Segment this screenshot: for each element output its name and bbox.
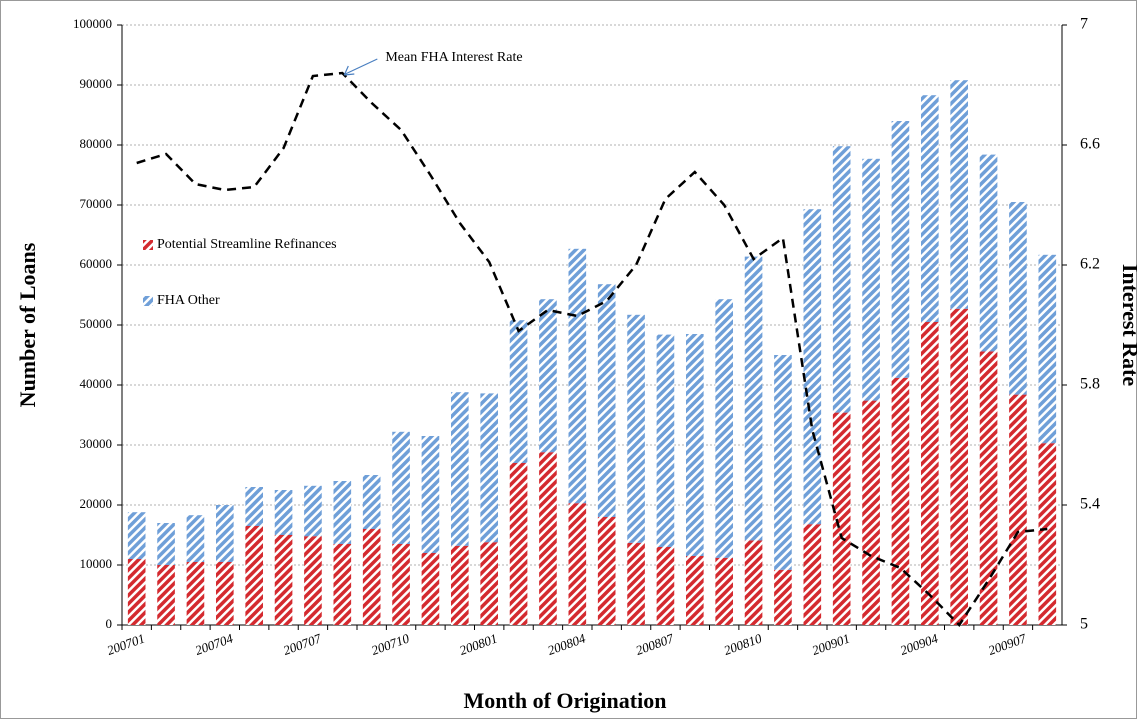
bar-segment bbox=[979, 351, 998, 625]
bar-segment bbox=[774, 569, 792, 625]
bar-segment bbox=[509, 463, 528, 625]
bar-segment bbox=[921, 95, 939, 322]
bar-segment bbox=[274, 535, 293, 625]
bar-segment bbox=[744, 256, 763, 541]
bar-segment bbox=[480, 542, 498, 625]
bar-segment bbox=[245, 526, 263, 625]
bar-segment bbox=[274, 490, 293, 535]
bar-segment bbox=[627, 314, 645, 543]
bar-segment bbox=[1009, 394, 1027, 625]
bar-segment bbox=[950, 308, 968, 625]
legend-swatch bbox=[143, 240, 153, 250]
y-tick-label: 0 bbox=[106, 616, 113, 631]
y-tick-label: 50000 bbox=[80, 316, 113, 331]
y-axis-title: Number of Loans bbox=[15, 242, 40, 407]
y2-tick-label: 6.2 bbox=[1080, 256, 1100, 273]
bar-segment bbox=[803, 209, 822, 525]
y-tick-label: 70000 bbox=[80, 196, 113, 211]
bar-segment bbox=[216, 562, 234, 625]
bar-segment bbox=[480, 393, 498, 543]
y-tick-label: 20000 bbox=[80, 496, 113, 511]
bar-segment bbox=[715, 299, 733, 558]
bar-segment bbox=[715, 557, 733, 625]
bar-segment bbox=[186, 515, 205, 562]
y2-axis-title: Interest Rate bbox=[1118, 264, 1137, 387]
bar-segment bbox=[627, 542, 645, 625]
y-tick-label: 80000 bbox=[80, 136, 113, 151]
bar-segment bbox=[333, 544, 352, 625]
y2-tick-label: 5.8 bbox=[1080, 376, 1100, 393]
annotation-arrow bbox=[345, 58, 378, 75]
bar-segment bbox=[862, 158, 880, 401]
bar-segment bbox=[656, 547, 675, 625]
bar-segment bbox=[362, 475, 381, 529]
y-tick-label: 100000 bbox=[73, 16, 112, 31]
bar-segment bbox=[862, 400, 880, 625]
y-tick-label: 60000 bbox=[80, 256, 113, 271]
bar-segment bbox=[186, 562, 205, 625]
bar-segment bbox=[539, 299, 557, 453]
bar-segment bbox=[979, 154, 998, 352]
bar-segment bbox=[216, 505, 234, 562]
y-tick-label: 10000 bbox=[80, 556, 113, 571]
y2-tick-label: 6.6 bbox=[1080, 136, 1100, 153]
y-tick-label: 40000 bbox=[80, 376, 113, 391]
bar-segment bbox=[304, 536, 322, 625]
bar-segment bbox=[891, 377, 910, 625]
bar-segment bbox=[656, 334, 675, 547]
bar-segment bbox=[891, 121, 910, 378]
bar-segment bbox=[803, 524, 822, 625]
bar-segment bbox=[597, 517, 616, 625]
bar-segment bbox=[451, 392, 469, 546]
bar-segment bbox=[597, 284, 616, 517]
bar-segment bbox=[157, 565, 175, 625]
y-tick-label: 90000 bbox=[80, 76, 113, 91]
bar-segment bbox=[744, 540, 763, 625]
bar-segment bbox=[421, 553, 440, 625]
y2-tick-label: 5 bbox=[1080, 616, 1088, 633]
bar-segment bbox=[832, 146, 851, 413]
bar-segment bbox=[921, 322, 939, 625]
bar-segment bbox=[539, 452, 557, 625]
bar-segment bbox=[832, 412, 851, 625]
bar-segment bbox=[568, 503, 587, 625]
bar-segment bbox=[127, 512, 146, 559]
y2-tick-label: 5.4 bbox=[1080, 496, 1100, 513]
annotation-arrowhead bbox=[343, 65, 355, 76]
bar-segment bbox=[157, 523, 175, 565]
y-tick-label: 30000 bbox=[80, 436, 113, 451]
legend-label: Potential Streamline Refinances bbox=[157, 237, 337, 252]
bar-segment bbox=[245, 487, 263, 526]
bar-segment bbox=[451, 545, 469, 625]
bar-segment bbox=[950, 80, 968, 309]
bar-segment bbox=[392, 544, 410, 625]
bar-segment bbox=[686, 334, 704, 556]
annotation: Mean FHA Interest Rate bbox=[385, 50, 522, 65]
bar-segment bbox=[333, 481, 352, 544]
bar-segment bbox=[421, 436, 440, 553]
bar-segment bbox=[392, 431, 410, 544]
bar-segment bbox=[509, 320, 528, 463]
x-axis-title: Month of Origination bbox=[464, 688, 667, 713]
legend-label: FHA Other bbox=[157, 293, 220, 308]
line-series bbox=[136, 71, 1048, 627]
bar-segment bbox=[362, 529, 381, 625]
bar-segment bbox=[127, 559, 146, 625]
legend-swatch bbox=[143, 296, 153, 306]
bar-segment bbox=[568, 248, 587, 504]
bar-segment bbox=[304, 485, 322, 537]
y2-tick-label: 7 bbox=[1080, 16, 1088, 33]
bar-segment bbox=[1009, 202, 1027, 395]
bar-segment bbox=[1038, 443, 1057, 625]
bar-segment bbox=[686, 556, 704, 625]
bar-segment bbox=[1038, 254, 1057, 444]
bar-segment bbox=[774, 355, 792, 570]
